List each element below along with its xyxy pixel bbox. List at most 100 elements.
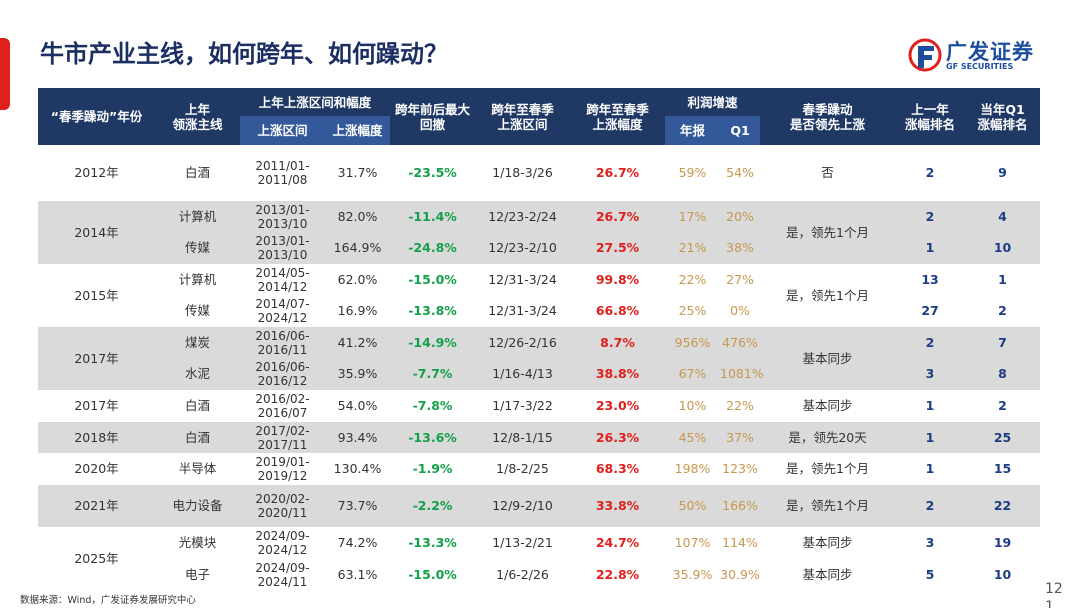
table-cell: 73.7% (337, 498, 378, 513)
table-cell: -13.8% (408, 303, 457, 318)
table-row: 2017年 煤炭 2016/06-2016/11 41.2% -14.9% 12/26-2… (38, 327, 1041, 365)
table-row: 2018年 白酒 2017/02-2017/11 93.4% -13.6% 12/8-1/… (38, 422, 1041, 453)
table-cell: 计算机 (178, 271, 217, 287)
table-row: 2020年 半导体 2019/01-2019/12 130.4% -1.9% 1/8-2/… (38, 453, 1041, 485)
header-text: 领涨主线 (172, 116, 223, 132)
logo-text: 广发证券 (946, 40, 1034, 64)
table-cell: 68.3% (595, 461, 640, 476)
header-text: “春季躁动”年份 (50, 109, 143, 124)
table-cell: 956% (674, 334, 711, 350)
table-cell: 30.9% (720, 566, 760, 582)
header-text: 上年上涨区间和幅度 (258, 94, 372, 110)
header-cell: 跨年前后最大 回撤 (390, 88, 476, 145)
spring-cell: 基本同步 (802, 566, 853, 582)
year-cell: 2014年 (74, 224, 119, 240)
header-cell: 当年Q1 涨幅排名 (965, 88, 1041, 145)
spring-cell: 是，领先1个月 (786, 224, 870, 240)
table-cell: 99.8% (595, 271, 640, 287)
table-cell: 114% (722, 535, 758, 550)
table-cell: 26.7% (595, 165, 640, 180)
table-cell: 2014/05-2014/12 (255, 265, 310, 294)
table-cell: 2019/01-2019/12 (255, 455, 310, 483)
table-cell: 1/18-3/26 (492, 165, 553, 180)
table-cell: 10 (993, 240, 1012, 255)
header-text: 上涨幅度 (592, 116, 643, 132)
table-cell: 54% (726, 165, 754, 180)
table-cell: 2024/09-2024/11 (255, 560, 310, 589)
table-cell: 59% (678, 165, 707, 180)
table-cell: 12/31-3/24 (488, 271, 557, 287)
spring-cell: 是，领先1个月 (786, 498, 870, 513)
table-cell: 2014/07-2024/12 (255, 297, 310, 325)
logo-icon (908, 38, 942, 72)
table-cell: 1/16-4/13 (492, 366, 553, 381)
table-cell: 31.7% (337, 165, 378, 180)
table-cell: 2011/01-2011/08 (255, 159, 310, 187)
header-cell: Q1 (720, 116, 761, 145)
table-cell: 2 (998, 398, 1007, 413)
table-cell: 2 (925, 165, 935, 180)
header-cell: 跨年至春季 上涨幅度 (570, 88, 666, 145)
table-cell: 白酒 (184, 398, 210, 413)
table-cell: 27.5% (595, 240, 640, 255)
spring-cell: 基本同步 (802, 535, 853, 550)
spring-cell: 是，领先1个月 (786, 461, 870, 476)
header-cell: 利润增速 (665, 88, 761, 116)
table-cell: 62.0% (337, 271, 378, 287)
header-cell: 上年上涨区间和幅度 (240, 88, 391, 116)
table-row: 2025年 光模块 2024/09-2024/12 74.2% -13.3% 1/13-2… (38, 527, 1041, 565)
table-row: 2015年 计算机 2014/05-2014/12 62.0% -15.0% 12/31-… (38, 264, 1041, 302)
header-text: 当年Q1 (980, 101, 1025, 117)
table-cell: 15 (993, 461, 1012, 476)
table-cell: 3 (925, 535, 935, 550)
table-cell: 25% (678, 303, 707, 318)
header-cell: 上涨幅度 (325, 116, 391, 145)
table-cell: 1 (925, 429, 935, 445)
table-cell: 2016/06-2016/11 (255, 328, 310, 357)
table-cell: 93.4% (337, 429, 378, 445)
table-cell: 123% (722, 461, 758, 476)
header-text: 利润增速 (687, 94, 738, 110)
table-cell: 2013/01-2013/10 (255, 202, 310, 231)
table-cell: 37% (726, 429, 754, 445)
source-note: 数据来源：Wind，广发证券发展研究中心 (20, 595, 196, 606)
year-cell: 2015年 (74, 287, 119, 303)
table-cell: 166% (722, 498, 758, 513)
table-row: 2021年 电力设备 2020/02-2020/11 73.7% -2.2% 12/9-2… (38, 485, 1041, 527)
table-cell: 107% (674, 535, 711, 550)
table-cell: 9 (998, 165, 1007, 180)
table-cell: 12/31-3/24 (488, 303, 557, 318)
table-cell: 33.8% (595, 498, 640, 513)
table-row: 2014年 计算机 2013/01-2013/10 82.0% -11.4% 12/23-… (38, 201, 1041, 239)
spring-cell: 基本同步 (802, 350, 853, 366)
table-row: 2017年 白酒 2016/02-2016/07 54.0% -7.8% 1/17-3/2… (38, 390, 1041, 422)
table-cell: 24.7% (595, 535, 640, 550)
table-cell: 130.4% (333, 461, 382, 476)
table-cell: 2 (925, 208, 935, 224)
table-cell: 13 (921, 271, 939, 287)
spring-cell: 基本同步 (802, 398, 853, 413)
table-cell: 198% (674, 461, 711, 476)
year-cell: 2017年 (74, 398, 119, 413)
header-cell: “春季躁动”年份 (38, 88, 155, 145)
table-cell: 12/9-2/10 (492, 498, 553, 513)
header-cell: 年报 (665, 116, 721, 145)
spring-cell: 是，领先20天 (788, 429, 867, 445)
table-cell: 12/8-1/15 (492, 429, 553, 445)
table-cell: 63.1% (337, 566, 378, 582)
table-cell: 白酒 (184, 429, 210, 445)
spring-cell: 否 (821, 165, 834, 180)
table-cell: 1081% (720, 366, 764, 381)
table-cell: 1 (925, 398, 935, 413)
year-cell: 2020年 (74, 461, 119, 476)
table-cell: 1 (925, 461, 935, 476)
table-cell: 1/17-3/22 (492, 398, 553, 413)
table-cell: 50% (678, 498, 707, 513)
table-cell: 19 (993, 535, 1012, 550)
table-cell: -2.2% (412, 498, 453, 513)
table-cell: 38.8% (595, 366, 640, 381)
table-cell: 26.3% (595, 429, 640, 445)
table-cell: -14.9% (408, 334, 457, 350)
table-cell: -11.4% (408, 208, 457, 224)
table-cell: 2 (925, 334, 935, 350)
